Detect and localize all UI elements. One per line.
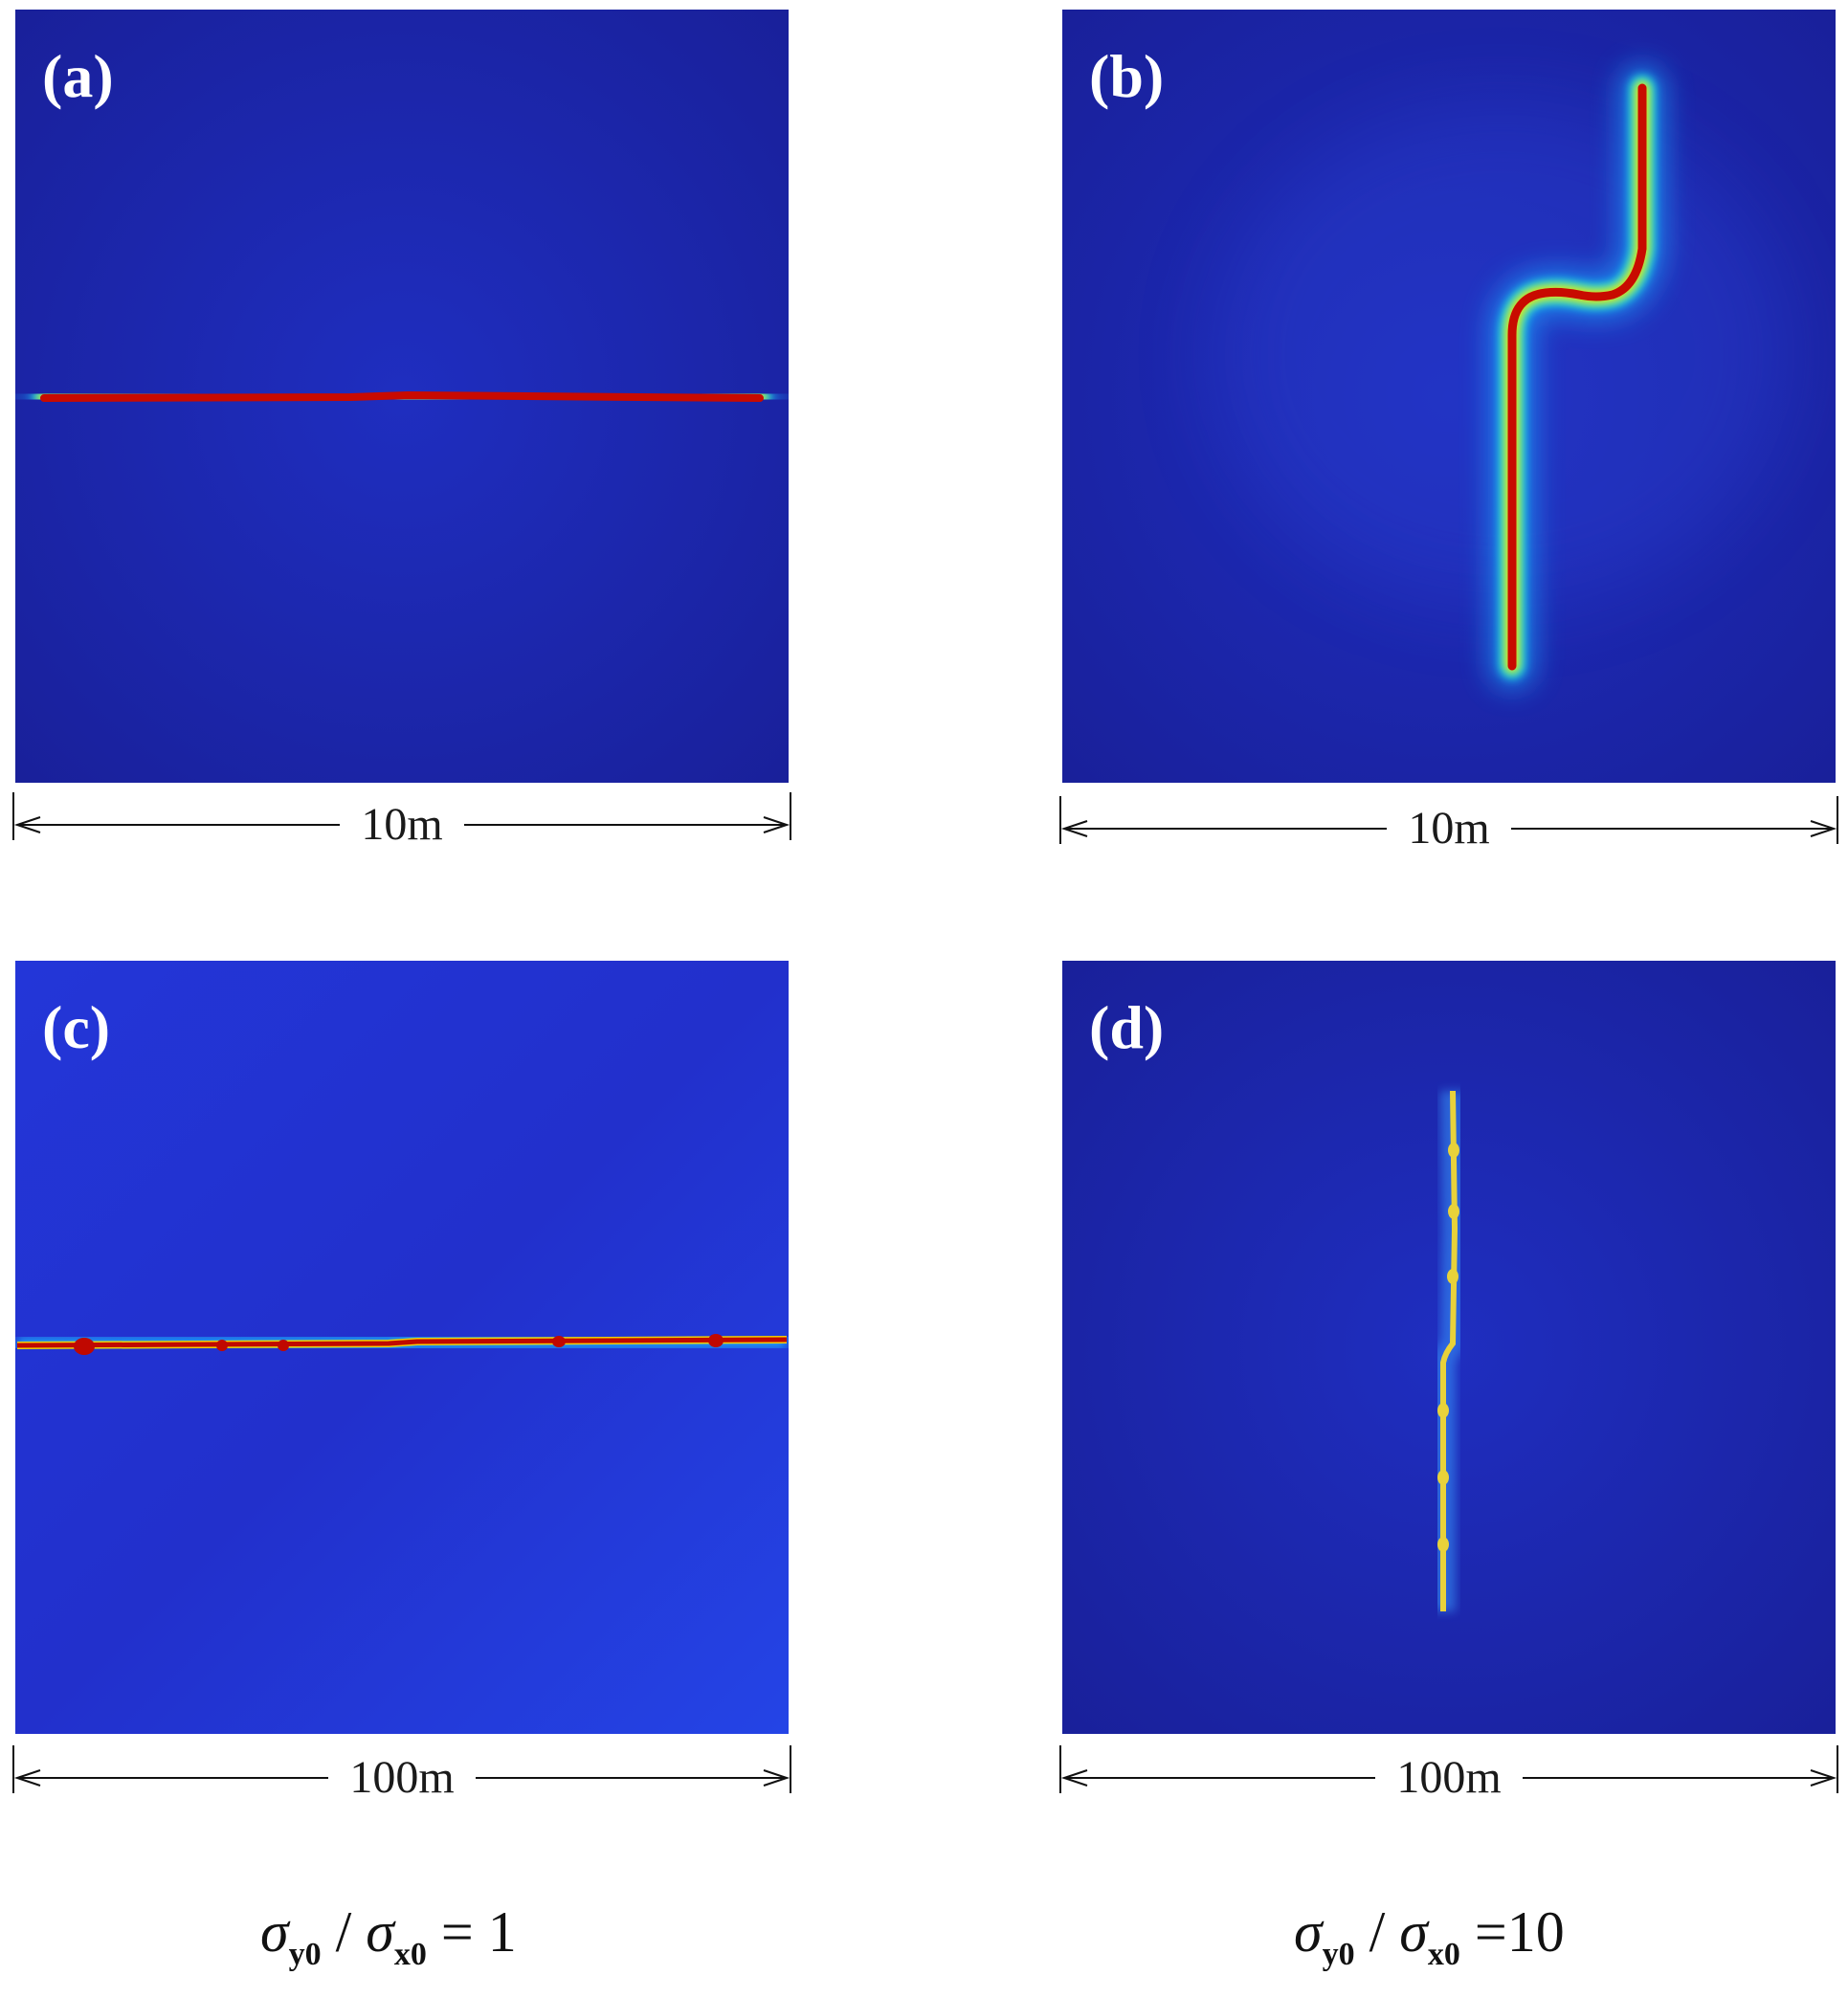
crack-b (1488, 64, 1666, 690)
scale-bar-c: 100m (11, 1743, 792, 1807)
caption-stress-ratio-10: σy0 / σx0 =10 (1294, 1899, 1565, 1973)
sigma-x-symbol: σ (366, 1900, 394, 1964)
sigma-y-subscript: y0 (1322, 1937, 1355, 1972)
panel-b: (b) (1062, 10, 1836, 783)
sigma-x-subscript: x0 (393, 1937, 427, 1972)
panel-c: (c) (15, 961, 789, 1734)
panel-c-field (15, 961, 789, 1734)
panel-d-field (1062, 961, 1836, 1734)
sigma-x-symbol: σ (1399, 1900, 1428, 1964)
ratio-value: =10 (1459, 1900, 1565, 1964)
scale-bar-b: 10m (1058, 794, 1839, 857)
ratio-slash: / (321, 1900, 367, 1964)
scale-bar-a: 10m (11, 790, 792, 854)
ratio-value: = 1 (426, 1900, 517, 1964)
panel-d-label: (d) (1089, 993, 1165, 1061)
ratio-slash: / (1354, 1900, 1400, 1964)
sigma-x-subscript: x0 (1427, 1937, 1460, 1972)
sigma-y-symbol: σ (260, 1900, 289, 1964)
crack-c (16, 1331, 788, 1355)
scale-label-b: 10m (1387, 803, 1511, 854)
panel-b-field (1062, 10, 1836, 783)
sigma-y-subscript: y0 (288, 1937, 322, 1972)
panel-a-label: (a) (42, 42, 114, 110)
panel-b-label: (b) (1089, 42, 1165, 110)
crack-d (1431, 1090, 1468, 1611)
crack-a (22, 372, 782, 420)
panel-c-label: (c) (42, 993, 111, 1061)
scale-label-d: 100m (1375, 1752, 1523, 1803)
scale-label-a: 10m (340, 799, 464, 850)
panel-d: (d) (1062, 961, 1836, 1734)
panel-a: (a) (15, 10, 789, 783)
scale-bar-d: 100m (1058, 1743, 1839, 1807)
panel-a-field (15, 10, 789, 783)
scale-label-c: 100m (328, 1752, 476, 1803)
caption-stress-ratio-1: σy0 / σx0 = 1 (260, 1899, 517, 1973)
sigma-y-symbol: σ (1294, 1900, 1323, 1964)
